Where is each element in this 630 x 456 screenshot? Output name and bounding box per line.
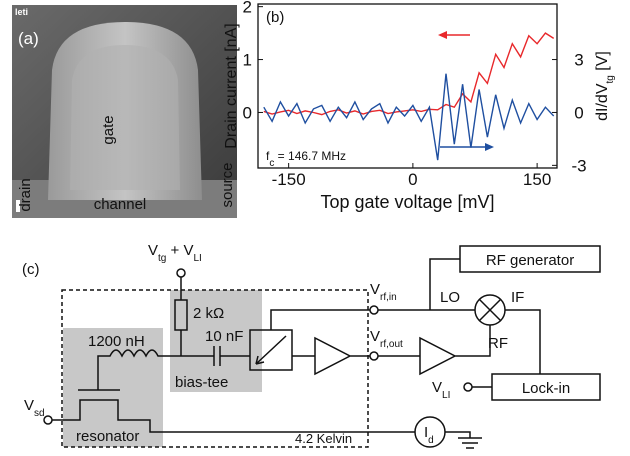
rf-generator-label: RF generator — [486, 252, 574, 269]
source-label: source — [219, 162, 236, 207]
subscript: LI — [193, 253, 201, 264]
y-tick-label: 2 — [243, 0, 252, 17]
rf-in-label: Vrf,in — [370, 281, 397, 303]
channel-label: channel — [94, 196, 147, 213]
y-axis-label: Drain current [nA] — [223, 23, 240, 148]
x-tick-label: 150 — [523, 170, 551, 189]
text-part: f — [266, 149, 270, 163]
y2-tick-label: -3 — [571, 156, 586, 175]
text-part: I — [424, 424, 428, 441]
plot-frame — [257, 3, 558, 169]
y-tick-label: 1 — [243, 51, 252, 70]
lock-in-label: Lock-in — [522, 380, 570, 397]
y2-axis-label: dI/dVtg [V] — [594, 51, 616, 121]
capacitor-label: 10 nF — [205, 328, 243, 345]
if-label: IF — [511, 289, 524, 306]
circuit — [43, 245, 601, 449]
y2-tick-label: 0 — [574, 103, 583, 122]
subscript: sd — [34, 408, 45, 419]
subscript: rf,out — [380, 339, 403, 350]
gate-label: gate — [100, 115, 117, 144]
x-axis-label: Top gate voltage [mV] — [320, 192, 494, 212]
resonator-label: resonator — [76, 428, 139, 445]
vsd-label: Vsd — [24, 397, 45, 419]
rf-label: RF — [488, 335, 508, 352]
panel-label: (b) — [266, 9, 284, 26]
logo: leti — [15, 7, 28, 17]
lo-label: LO — [440, 289, 460, 306]
text-part: V — [148, 242, 158, 259]
text-part: V — [370, 328, 380, 345]
vli-label: VLI — [432, 379, 450, 401]
arrows — [438, 31, 494, 151]
panel-label: (a) — [18, 29, 39, 48]
subscript: LI — [442, 390, 450, 401]
x-tick-label: 0 — [408, 170, 417, 189]
text-part: V — [24, 397, 34, 414]
text-part: dI/dV — [594, 83, 611, 121]
subscript: tg — [158, 253, 166, 264]
y-tick-label: 0 — [243, 103, 252, 122]
text-part: V — [432, 379, 442, 396]
cryo-label: 4.2 Kelvin — [295, 431, 352, 446]
plot: -150 0 150 0 1 2 -3 0 3 (b) fc = 146.7 MHz Top gate… — [223, 0, 616, 212]
inductor-label: 1200 nH — [88, 333, 145, 350]
y2-tick-label: 3 — [574, 51, 583, 70]
annotation: fc = 146.7 MHz — [266, 149, 346, 169]
panel-label: (c) — [22, 261, 40, 278]
text-part: + V — [166, 242, 193, 259]
text-part: [V] — [594, 51, 611, 75]
subscript: tg — [605, 75, 616, 83]
data-line — [263, 73, 555, 161]
drain-label: drain — [17, 178, 34, 211]
subscript: rf,in — [380, 292, 397, 303]
resistor-label: 2 kΩ — [193, 305, 224, 322]
sem-image — [12, 5, 237, 218]
text-part: V — [370, 281, 380, 298]
x-tick-label: -150 — [272, 170, 306, 189]
rf-out-label: Vrf,out — [370, 328, 403, 350]
supply-label: Vtg + VLI — [148, 242, 202, 264]
subscript: c — [269, 158, 274, 169]
subscript: d — [428, 435, 434, 446]
id-label: Id — [424, 424, 434, 446]
bias-tee-label: bias-tee — [175, 374, 228, 391]
text-part: = 146.7 MHz — [274, 149, 346, 163]
